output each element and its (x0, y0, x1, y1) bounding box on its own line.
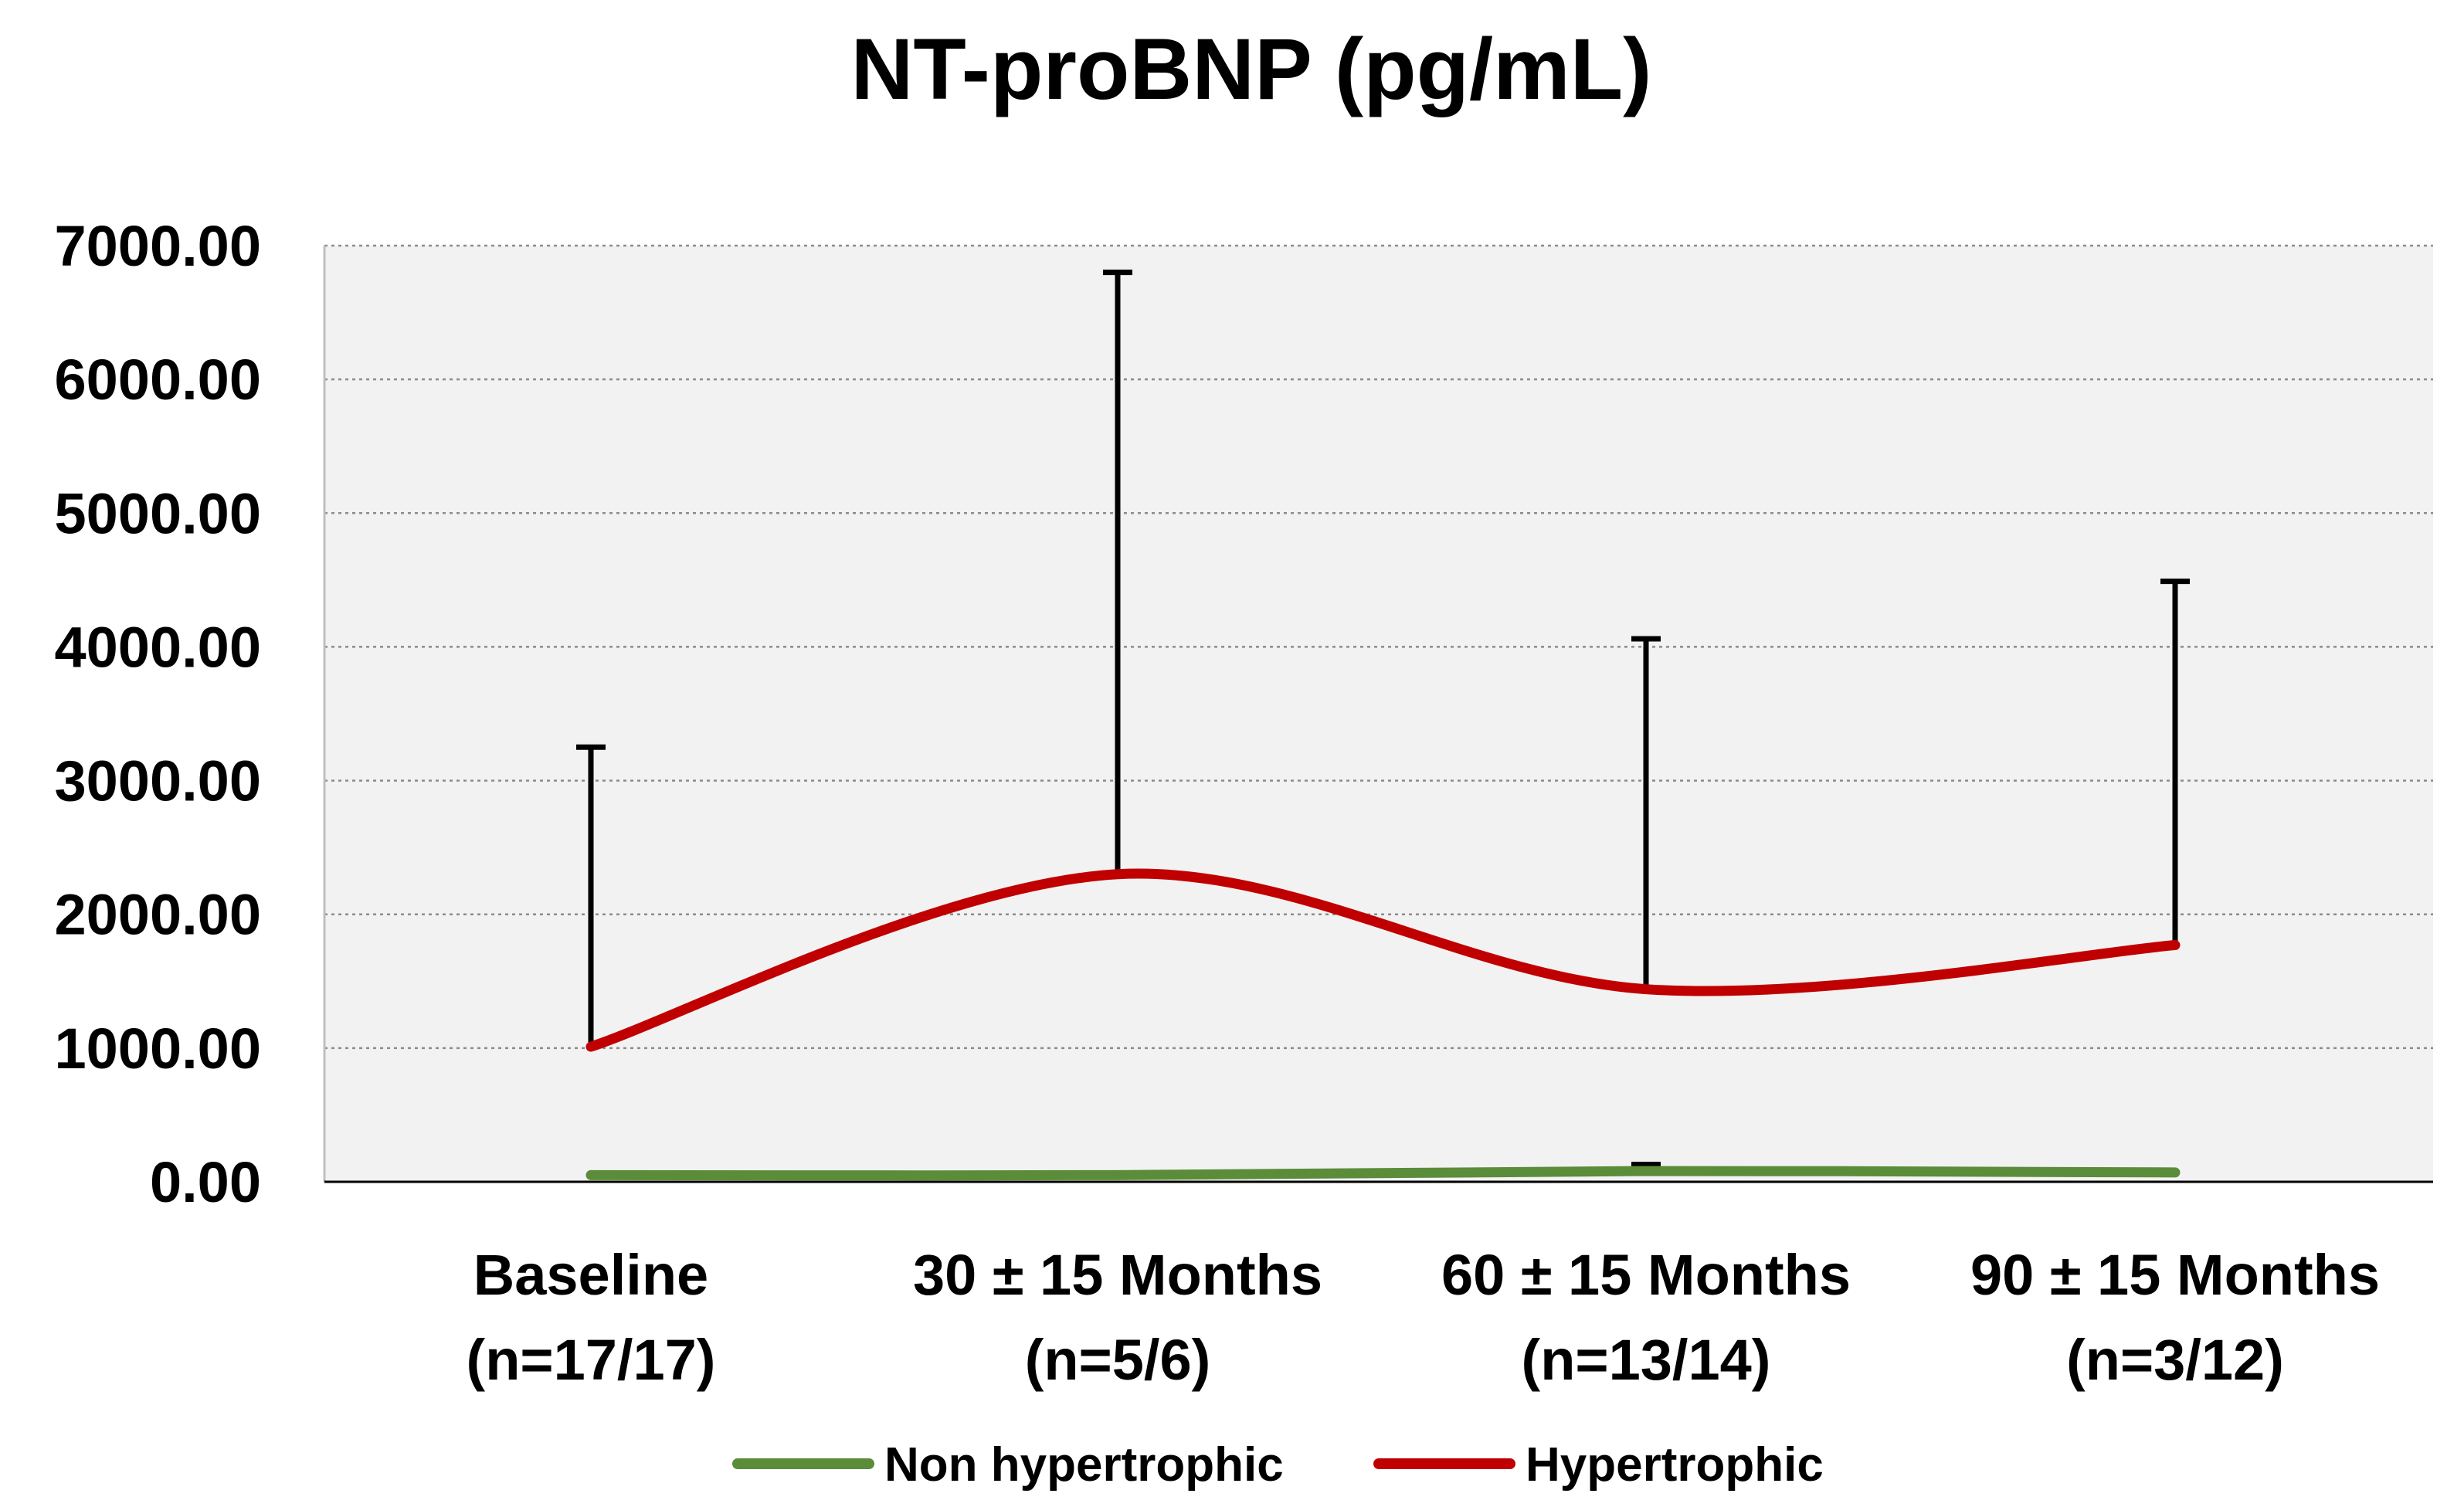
y-tick-label: 3000.00 (55, 749, 262, 813)
x-tick-sublabel: (n=3/12) (2066, 1328, 2284, 1392)
x-tick-label: 90 ± 15 Months (1970, 1243, 2380, 1307)
x-tick-label: 30 ± 15 Months (913, 1243, 1322, 1307)
y-axis-ticks: 0.00 1000.00 2000.00 3000.00 4000.00 5000.00 6… (55, 214, 262, 1214)
x-tick-sublabel: (n=17/17) (467, 1328, 716, 1392)
y-tick-label: 1000.00 (55, 1017, 262, 1081)
legend-label-non-hypertrophic: Non hypertrophic (884, 1438, 1284, 1492)
series (585, 868, 2181, 1181)
chart-title: NT-proBNP (pg/mL) (851, 21, 1652, 117)
hypertrophic-series-line (585, 868, 2181, 1052)
x-tick-label: 60 ± 15 Months (1441, 1243, 1851, 1307)
x-tick-label: Baseline (473, 1243, 708, 1307)
legend-label-hypertrophic: Hypertrophic (1526, 1438, 1824, 1492)
y-tick-label: 0.00 (150, 1150, 261, 1214)
non-hypertrophic-series-line (585, 1166, 2181, 1181)
y-tick-label: 4000.00 (55, 615, 262, 679)
x-axis-ticks: Baseline (n=17/17) 30 ± 15 Months (n=5/6) 60… (467, 1243, 2380, 1392)
x-tick-sublabel: (n=13/14) (1522, 1328, 1771, 1392)
legend: Non hypertrophic Hypertrophic (732, 1438, 1824, 1492)
y-tick-label: 5000.00 (55, 481, 262, 545)
y-tick-label: 2000.00 (55, 883, 262, 947)
y-tick-label: 7000.00 (55, 214, 262, 278)
x-tick-sublabel: (n=5/6) (1025, 1328, 1211, 1392)
error-bars (576, 270, 2190, 1172)
y-tick-label: 6000.00 (55, 348, 262, 412)
plot-area (324, 246, 2433, 1182)
